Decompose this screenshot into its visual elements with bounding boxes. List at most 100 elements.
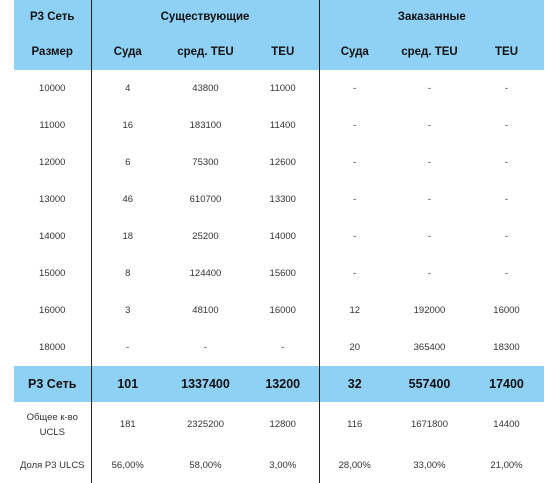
data-cell: 18 xyxy=(90,218,164,255)
data-cell: - xyxy=(203,342,208,353)
total-cell: 1337400 xyxy=(164,366,247,402)
data-cell: 58,00% xyxy=(189,459,222,471)
size-cell: 14000 xyxy=(39,231,66,242)
data-cell: - xyxy=(427,83,432,94)
ulcs-label-line2: UCLS xyxy=(39,426,65,438)
table-row: 13000 46 610700 13300 - - - xyxy=(14,181,544,218)
total-cell: 13200 xyxy=(247,366,319,402)
data-cell: 11000 xyxy=(269,83,296,94)
table-row: 14000 18 25200 14000 - - - xyxy=(14,218,544,255)
data-cell: 12 xyxy=(318,292,390,329)
total-cell: 17400 xyxy=(469,366,545,402)
data-cell: - xyxy=(504,231,509,242)
data-cell: - xyxy=(504,120,509,131)
share-label: Доля P3 ULCS xyxy=(19,459,85,471)
total-row: P3 Сеть 101 1337400 13200 32 557400 1740… xyxy=(14,366,545,402)
size-cell: 11000 xyxy=(39,120,66,131)
data-cell: 365400 xyxy=(413,342,446,353)
data-cell: 14400 xyxy=(493,419,520,430)
data-cell: 16 xyxy=(90,107,164,144)
column-header: Суда xyxy=(318,33,390,70)
data-cell: - xyxy=(318,70,390,107)
size-cell: 15000 xyxy=(39,268,66,279)
column-header: сред. TEU xyxy=(164,33,247,70)
data-cell: - xyxy=(90,329,164,366)
corner-label-bottom: Размер xyxy=(14,33,91,70)
data-cell: - xyxy=(318,181,390,218)
total-cell: 32 xyxy=(318,366,390,402)
data-cell: - xyxy=(504,268,509,279)
table-row: 18000 - - - 20 365400 18300 xyxy=(14,329,544,366)
data-cell: 33,00% xyxy=(413,459,446,471)
data-cell: 21,00% xyxy=(490,459,523,471)
data-cell: 16000 xyxy=(269,305,296,316)
data-cell: 8 xyxy=(90,255,164,292)
data-cell: - xyxy=(427,194,432,205)
data-cell: - xyxy=(504,83,509,94)
data-cell: - xyxy=(427,157,432,168)
data-cell: 192000 xyxy=(413,305,446,316)
total-label: P3 Сеть xyxy=(14,366,91,402)
data-cell: 13300 xyxy=(269,194,296,205)
column-header: Суда xyxy=(90,33,164,70)
data-cell: 3,00% xyxy=(269,459,297,471)
data-cell: - xyxy=(318,218,390,255)
data-cell: 15600 xyxy=(269,268,296,279)
data-cell: - xyxy=(504,194,509,205)
group-header-ordered: Заказанные xyxy=(318,0,545,33)
data-cell: 56,00% xyxy=(90,447,164,483)
total-cell: 101 xyxy=(90,366,164,402)
data-cell: 3 xyxy=(90,292,164,329)
data-cell: 4 xyxy=(90,70,164,107)
data-cell: 6 xyxy=(90,144,164,181)
table-row: 10000 4 43800 11000 - - - xyxy=(14,70,544,107)
data-cell: - xyxy=(318,107,390,144)
table-row: 15000 8 124400 15600 - - - xyxy=(14,255,544,292)
data-cell: 124400 xyxy=(189,268,222,279)
header-row-groups: P3 Сеть Существующие Заказанные xyxy=(14,0,545,33)
column-header: TEU xyxy=(247,33,319,70)
data-cell: - xyxy=(427,268,432,279)
data-cell: 16000 xyxy=(493,305,520,316)
size-cell: 10000 xyxy=(39,83,66,94)
data-cell: 75300 xyxy=(192,157,219,168)
size-cell: 18000 xyxy=(39,342,66,353)
data-cell: - xyxy=(504,157,509,168)
data-cell: 11400 xyxy=(269,120,296,131)
header-row-columns: Размер Суда сред. TEU TEU Суда сред. TEU… xyxy=(14,33,545,70)
data-cell: 18300 xyxy=(493,342,520,353)
share-row: Доля P3 ULCS 56,00% 58,00% 3,00% 28,00% … xyxy=(14,447,544,483)
data-cell: 181 xyxy=(90,402,164,447)
table-row: 16000 3 48100 16000 12 192000 16000 xyxy=(14,292,544,329)
p3-network-table: P3 Сеть Существующие Заказанные Размер С… xyxy=(14,0,545,483)
data-cell: 610700 xyxy=(189,194,222,205)
total-cell: 557400 xyxy=(390,366,469,402)
ulcs-row: Общее к-во UCLS 181 2325200 12800 116 16… xyxy=(14,402,544,447)
data-cell: 28,00% xyxy=(318,447,390,483)
data-cell: 48100 xyxy=(192,305,219,316)
data-cell: 25200 xyxy=(192,231,219,242)
data-cell: 46 xyxy=(90,181,164,218)
data-cell: - xyxy=(427,231,432,242)
data-cell: 14000 xyxy=(269,231,296,242)
data-cell: - xyxy=(318,255,390,292)
data-cell: 43800 xyxy=(192,83,219,94)
data-cell: 183100 xyxy=(189,120,222,131)
data-cell: 12800 xyxy=(269,419,296,430)
ulcs-label: Общее к-во UCLS xyxy=(14,402,91,447)
group-header-existing: Существующие xyxy=(90,0,319,33)
data-cell: 116 xyxy=(318,402,390,447)
data-cell: 12600 xyxy=(269,157,296,168)
table-row: 11000 16 183100 11400 - - - xyxy=(14,107,544,144)
data-cell: - xyxy=(281,342,285,353)
corner-label-top: P3 Сеть xyxy=(14,0,91,33)
data-cell: - xyxy=(427,120,432,131)
ulcs-label-line1: Общее к-во xyxy=(26,411,78,423)
table-row: 12000 6 75300 12600 - - - xyxy=(14,144,544,181)
column-header: TEU xyxy=(469,33,545,70)
size-cell: 16000 xyxy=(39,305,66,316)
data-cell: 2325200 xyxy=(187,419,224,430)
size-cell: 12000 xyxy=(39,157,66,168)
data-cell: 1671800 xyxy=(411,419,448,430)
